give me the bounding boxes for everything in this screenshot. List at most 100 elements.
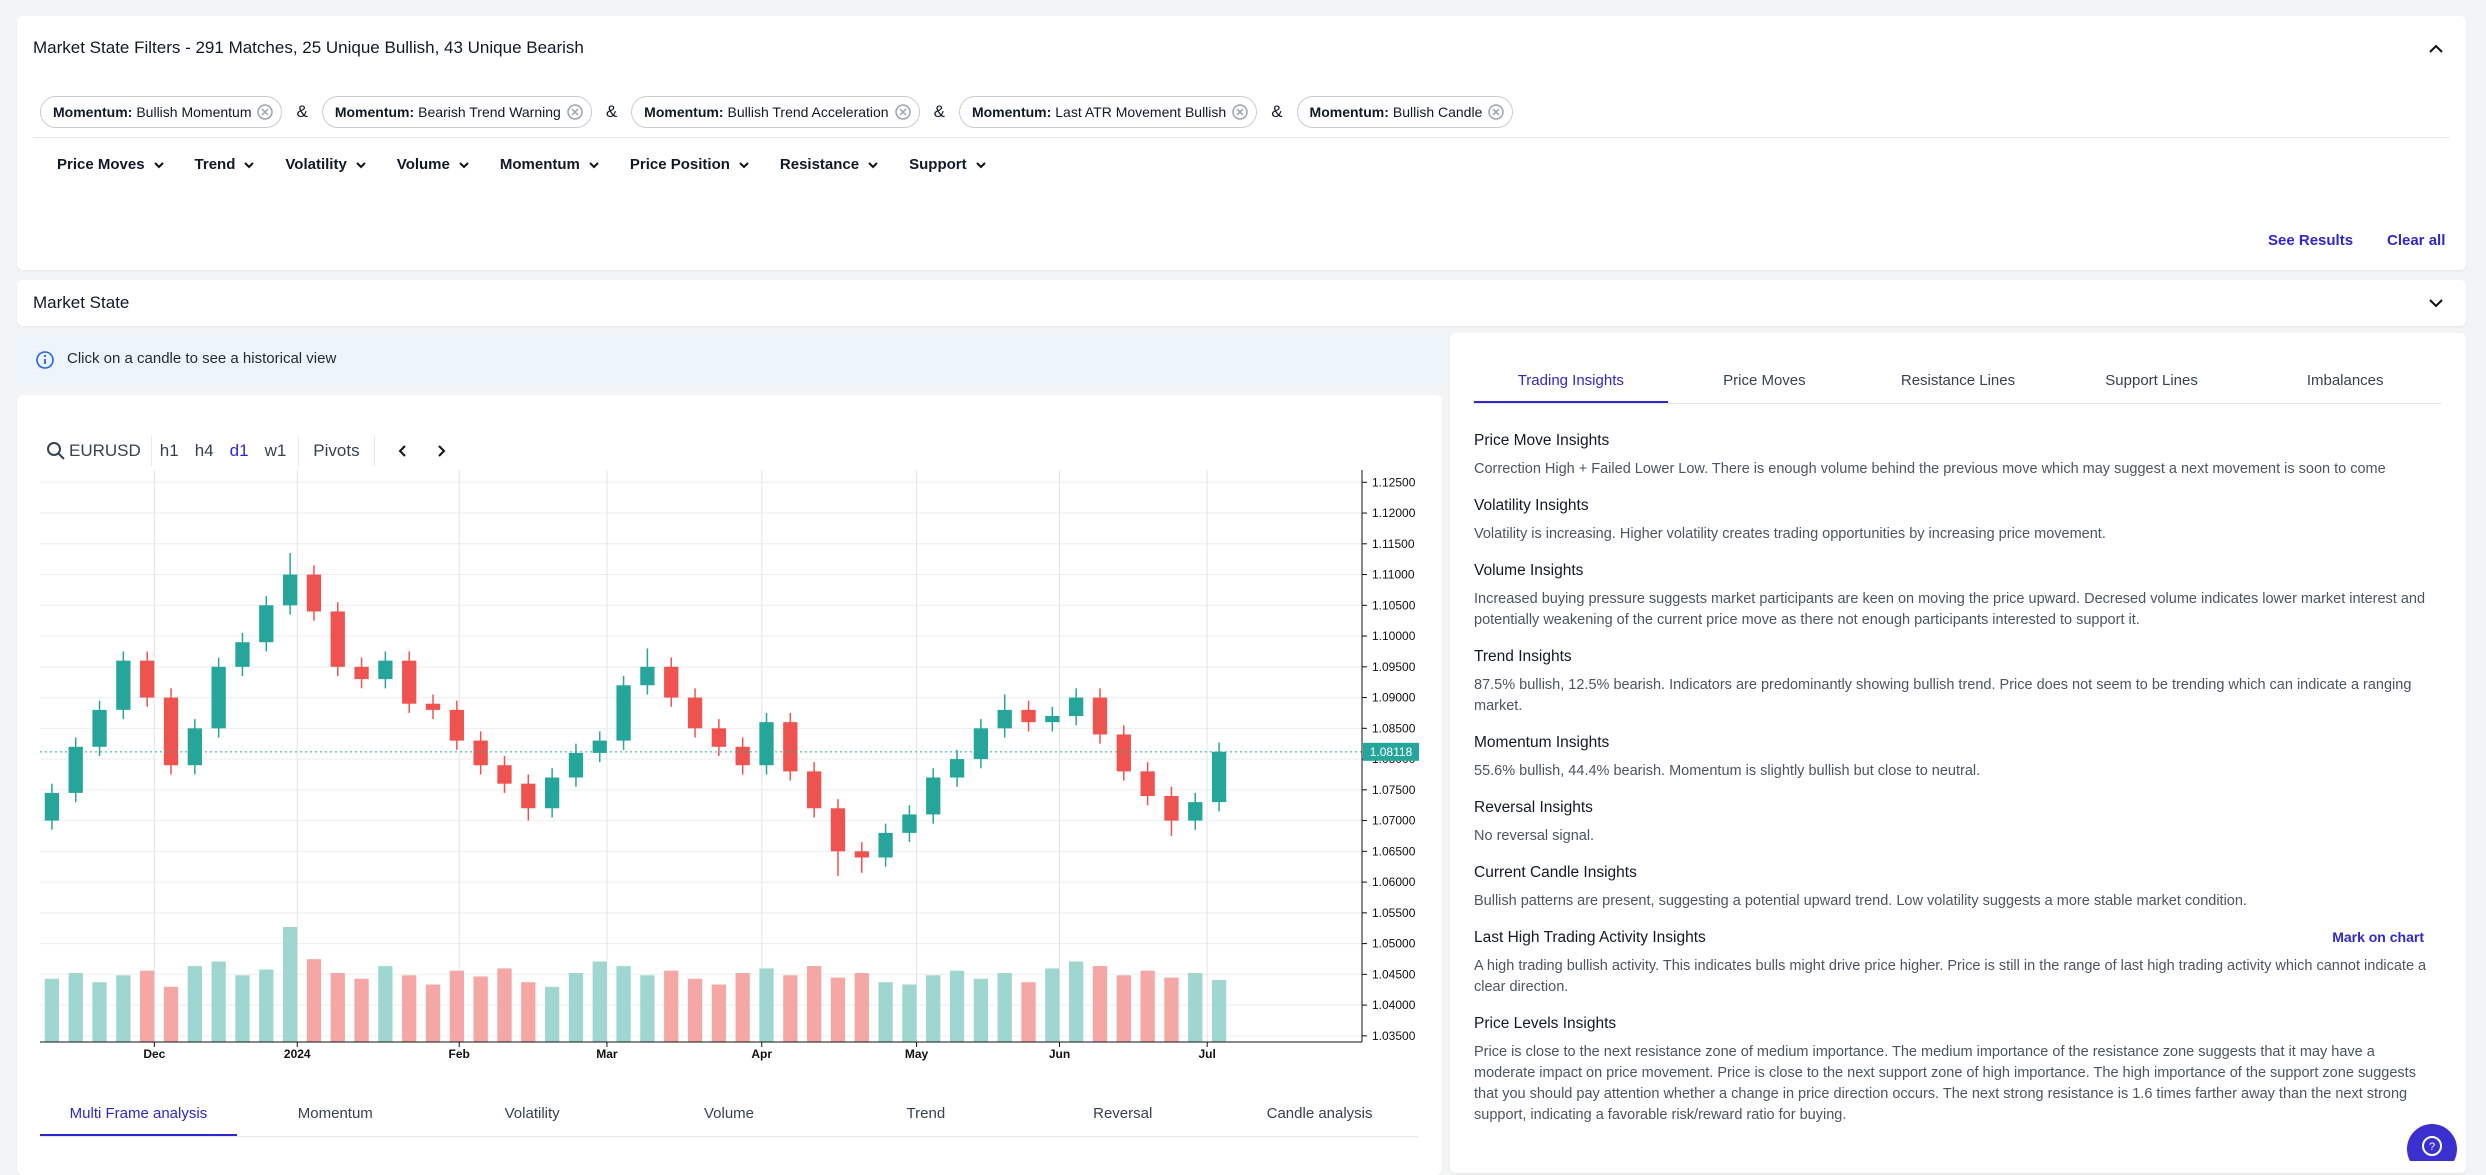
- filter-title: Market State Filters - 291 Matches, 25 U…: [33, 38, 584, 57]
- volume-bar: [640, 975, 655, 1042]
- timeframe[interactable]: h1: [159, 441, 179, 460]
- market-state-card[interactable]: Market State: [17, 280, 2466, 326]
- filter-menu[interactable]: Volume: [397, 156, 470, 173]
- symbol: EURUSD: [69, 441, 141, 460]
- candle-body: [330, 611, 345, 667]
- clear-all[interactable]: Clear all: [2387, 232, 2446, 249]
- filter-menu[interactable]: Momentum: [500, 156, 600, 173]
- insight-title: Current Candle Insights: [1474, 864, 1637, 881]
- candle-body: [521, 783, 536, 809]
- candle-body: [473, 740, 488, 766]
- volume-bar: [926, 975, 941, 1042]
- candle-body: [568, 752, 584, 778]
- last-price-label: 1.08118: [1370, 745, 1413, 759]
- filter-menu[interactable]: Trend: [195, 156, 256, 173]
- candle-body: [735, 746, 750, 766]
- y-tick-label: 1.03500: [1372, 1029, 1416, 1043]
- volume-bar: [306, 959, 322, 1042]
- insight-heading: Current Candle Insights: [1474, 864, 2434, 891]
- filter-card: Market State Filters - 291 Matches, 25 U…: [17, 16, 2466, 270]
- volume-bar: [116, 975, 131, 1042]
- timeframe[interactable]: d1: [229, 441, 249, 460]
- volume-bar: [282, 927, 298, 1042]
- expand-icon[interactable]: [2427, 294, 2445, 312]
- tab[interactable]: Support Lines: [2105, 372, 2198, 389]
- nav-arrow[interactable]: [395, 442, 413, 460]
- filter-chip[interactable]: Momentum: Bullish Momentum: [40, 96, 283, 128]
- volume-bar: [878, 982, 893, 1042]
- y-tick-label: 1.04000: [1372, 998, 1416, 1012]
- chip-remove[interactable]: [565, 102, 585, 122]
- volume-bar: [1188, 973, 1203, 1042]
- volume-bar: [735, 973, 750, 1042]
- insights-list: Price Move Insights Correction High + Fai…: [1474, 432, 2434, 1143]
- candle-body: [354, 666, 369, 680]
- tab[interactable]: Imbalances: [2306, 372, 2384, 389]
- collapse-icon[interactable]: [2427, 40, 2445, 58]
- chevron-icon: [244, 161, 255, 168]
- chip-remove[interactable]: [893, 102, 913, 122]
- y-tick-label: 1.08500: [1372, 721, 1416, 735]
- insight-text: Correction High + Failed Lower Low. Ther…: [1474, 461, 2386, 477]
- tab[interactable]: Price Moves: [1723, 372, 1806, 389]
- tab[interactable]: Candle analysis: [1266, 1105, 1373, 1122]
- filter-chip[interactable]: Momentum: Bullish Candle: [1296, 96, 1514, 128]
- chip-joiner: &: [1271, 102, 1283, 121]
- chart-card: [17, 395, 1442, 1175]
- volume-bar: [544, 986, 560, 1042]
- filter-menu[interactable]: Price Moves: [57, 156, 165, 173]
- filter-menu[interactable]: Price Position: [630, 156, 750, 173]
- tab[interactable]: Resistance Lines: [1900, 372, 2016, 389]
- info-banner: Click on a candle to see a historical vi…: [17, 335, 1442, 385]
- filter-chip[interactable]: Momentum: Last ATR Movement Bullish: [958, 96, 1258, 128]
- filter-chip[interactable]: Momentum: Bullish Trend Acceleration: [631, 96, 920, 128]
- tab[interactable]: Momentum: [297, 1105, 373, 1122]
- volume-bar: [354, 978, 369, 1042]
- candle-body: [402, 660, 417, 704]
- chevron-icon: [153, 161, 164, 168]
- remove-x: [899, 108, 907, 116]
- chip-remove[interactable]: [1486, 102, 1506, 122]
- see-results[interactable]: See Results: [2268, 232, 2354, 249]
- insight-title: Volatility Insights: [1474, 497, 1589, 514]
- insight-title: Price Levels Insights: [1474, 1015, 1617, 1032]
- tab[interactable]: Volume: [703, 1105, 755, 1122]
- timeframe[interactable]: w1: [264, 441, 287, 460]
- chip-remove[interactable]: [1230, 102, 1250, 122]
- insight-heading: Volatility Insights: [1474, 497, 2434, 524]
- candle-body: [973, 728, 989, 760]
- candle-body: [997, 709, 1012, 729]
- chevron-icon: [975, 161, 986, 168]
- tab[interactable]: Multi Frame analysis: [40, 1105, 237, 1136]
- filter-chip[interactable]: Momentum: Bearish Trend Warning: [321, 96, 592, 128]
- chip-remove[interactable]: [255, 102, 275, 122]
- insights-card: [1450, 333, 2466, 1173]
- filter-menu[interactable]: Resistance: [780, 156, 879, 173]
- candlestick-chart[interactable]: 1.03500 1.04000 1.04500 1.05000 1.05500 1.060…: [0, 0, 1442, 1100]
- candle-body: [92, 709, 107, 747]
- nav-arrow[interactable]: [433, 442, 451, 460]
- help-button[interactable]: ?: [2404, 1121, 2460, 1161]
- remove-circle: [1232, 104, 1248, 120]
- chevron-path: [459, 161, 469, 168]
- separator: [373, 436, 375, 466]
- candle-body: [282, 574, 298, 606]
- volume-bar: [664, 970, 679, 1042]
- insight-title: Reversal Insights: [1474, 799, 1593, 816]
- mark-on-chart[interactable]: Mark on chart: [2332, 929, 2424, 945]
- tab[interactable]: Reversal: [1093, 1105, 1153, 1122]
- tab[interactable]: Trend: [906, 1105, 946, 1122]
- filter-menu[interactable]: Support: [909, 156, 987, 173]
- pivots[interactable]: Pivots: [313, 441, 360, 460]
- timeframe[interactable]: h4: [194, 441, 214, 460]
- search-icon: [47, 442, 65, 460]
- filter-menu[interactable]: Volatility: [285, 156, 366, 173]
- chevron-path: [739, 161, 749, 168]
- volume-bar: [973, 978, 989, 1042]
- candle-body: [235, 642, 250, 667]
- candle-body: [806, 771, 822, 809]
- y-tick-label: 1.06500: [1372, 844, 1416, 858]
- tab[interactable]: Volatility: [504, 1105, 560, 1122]
- tab[interactable]: Trading Insights: [1474, 372, 1668, 403]
- volume-bar: [830, 977, 846, 1042]
